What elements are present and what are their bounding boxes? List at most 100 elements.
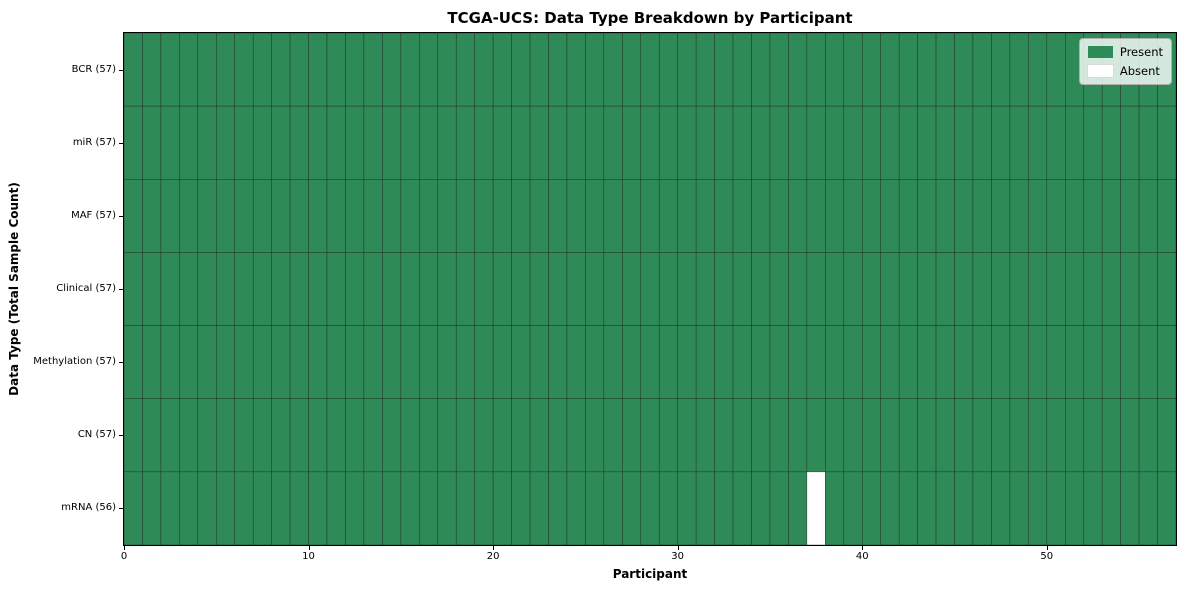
- heatmap-cell-present: [1101, 179, 1121, 253]
- heatmap-cell-present: [1083, 325, 1103, 399]
- heatmap-cell-present: [1009, 105, 1029, 180]
- heatmap-cell-present: [1046, 252, 1066, 326]
- heatmap-cell-present: [972, 471, 992, 545]
- heatmap-cell-present: [197, 179, 217, 253]
- heatmap-cell-present: [751, 471, 771, 545]
- heatmap-cell-present: [788, 471, 808, 545]
- x-tick-mark: [124, 546, 125, 550]
- heatmap-cell-present: [142, 105, 162, 180]
- heatmap-cell-present: [585, 325, 605, 399]
- heatmap-cell-present: [677, 252, 697, 326]
- heatmap-cell-present: [843, 105, 863, 180]
- heatmap-cell-present: [474, 179, 494, 253]
- heatmap-cell-present: [1138, 325, 1158, 399]
- heatmap-cell-present: [898, 105, 918, 180]
- heatmap-cell-present: [511, 325, 531, 399]
- heatmap-cell-present: [345, 398, 365, 473]
- heatmap-cell-present: [751, 325, 771, 399]
- heatmap-cell-absent: [806, 471, 826, 545]
- heatmap-cell-present: [1138, 179, 1158, 253]
- heatmap-cell-present: [400, 33, 420, 107]
- heatmap-cell-present: [1101, 471, 1121, 545]
- heatmap-cell-present: [806, 252, 826, 326]
- heatmap-cell-present: [326, 179, 346, 253]
- heatmap-cell-present: [1083, 252, 1103, 326]
- heatmap-cell-present: [529, 33, 549, 107]
- heatmap-cell-present: [271, 105, 291, 180]
- heatmap-cell-present: [455, 471, 475, 545]
- heatmap-cell-present: [732, 33, 752, 107]
- heatmap-cell-present: [548, 179, 568, 253]
- legend-swatch-present-icon: [1087, 46, 1113, 58]
- heatmap-cell-present: [898, 33, 918, 107]
- heatmap-cell-present: [788, 179, 808, 253]
- heatmap-cell-present: [677, 105, 697, 180]
- heatmap-cell-present: [714, 252, 734, 326]
- heatmap-cell-present: [419, 105, 439, 180]
- heatmap-cell-present: [917, 33, 937, 107]
- x-tick-label-50: 50: [1040, 551, 1054, 562]
- legend-label-absent: Absent: [1119, 64, 1160, 78]
- heatmap-cell-present: [437, 179, 457, 253]
- heatmap-cell-present: [363, 105, 383, 180]
- heatmap-cell-present: [880, 325, 900, 399]
- heatmap-cell-present: [972, 252, 992, 326]
- heatmap-cell-present: [751, 179, 771, 253]
- heatmap-cell-present: [732, 105, 752, 180]
- heatmap-cell-present: [271, 471, 291, 545]
- heatmap-cell-present: [806, 105, 826, 180]
- heatmap-cell-present: [1138, 471, 1158, 545]
- heatmap-cell-present: [308, 33, 328, 107]
- heatmap-cell-present: [529, 325, 549, 399]
- heatmap-cell-present: [769, 398, 789, 473]
- heatmap-cell-present: [548, 33, 568, 107]
- heatmap-cell-present: [326, 471, 346, 545]
- heatmap-cell-present: [622, 325, 642, 399]
- heatmap-cell-present: [1046, 325, 1066, 399]
- heatmap-cell-present: [511, 398, 531, 473]
- heatmap-cell-present: [658, 398, 678, 473]
- legend-entry-present: Present: [1087, 45, 1163, 59]
- heatmap-cell-present: [124, 325, 143, 399]
- heatmap-cell-present: [769, 33, 789, 107]
- heatmap-cell-present: [511, 179, 531, 253]
- heatmap-cell-present: [271, 252, 291, 326]
- heatmap-cell-present: [179, 398, 199, 473]
- heatmap-cell-present: [825, 325, 845, 399]
- heatmap-cell-present: [252, 33, 272, 107]
- heatmap-cell-present: [1065, 252, 1084, 326]
- heatmap-cell-present: [640, 471, 660, 545]
- heatmap-cell-present: [455, 252, 475, 326]
- heatmap-cell-present: [954, 325, 974, 399]
- heatmap-cell-present: [529, 105, 549, 180]
- heatmap-cell-present: [1028, 252, 1048, 326]
- heatmap-cell-present: [1028, 33, 1048, 107]
- heatmap-cell-present: [1009, 325, 1029, 399]
- heatmap-cell-present: [382, 33, 402, 107]
- heatmap-cell-present: [603, 252, 623, 326]
- heatmap-cell-present: [289, 398, 309, 473]
- heatmap-cell-present: [806, 179, 826, 253]
- heatmap-cell-present: [585, 398, 605, 473]
- heatmap-cell-present: [492, 179, 512, 253]
- heatmap-cell-present: [419, 471, 439, 545]
- heatmap-cell-present: [492, 471, 512, 545]
- heatmap-cell-present: [271, 179, 291, 253]
- heatmap-cell-present: [861, 33, 881, 107]
- heatmap-cell-present: [972, 325, 992, 399]
- heatmap-cell-present: [861, 252, 881, 326]
- heatmap-cell-present: [880, 179, 900, 253]
- heatmap-cell-present: [197, 471, 217, 545]
- heatmap-cell-present: [769, 471, 789, 545]
- heatmap-cell-present: [234, 398, 254, 473]
- heatmap-cell-present: [289, 105, 309, 180]
- heatmap-cell-present: [1101, 105, 1121, 180]
- heatmap-cell-present: [677, 325, 697, 399]
- heatmap-cell-present: [954, 252, 974, 326]
- heatmap-cell-present: [1120, 105, 1140, 180]
- heatmap-cell-present: [566, 179, 586, 253]
- heatmap-cell-present: [585, 252, 605, 326]
- heatmap-cell-present: [142, 325, 162, 399]
- heatmap-cell-present: [363, 398, 383, 473]
- heatmap-cell-present: [345, 325, 365, 399]
